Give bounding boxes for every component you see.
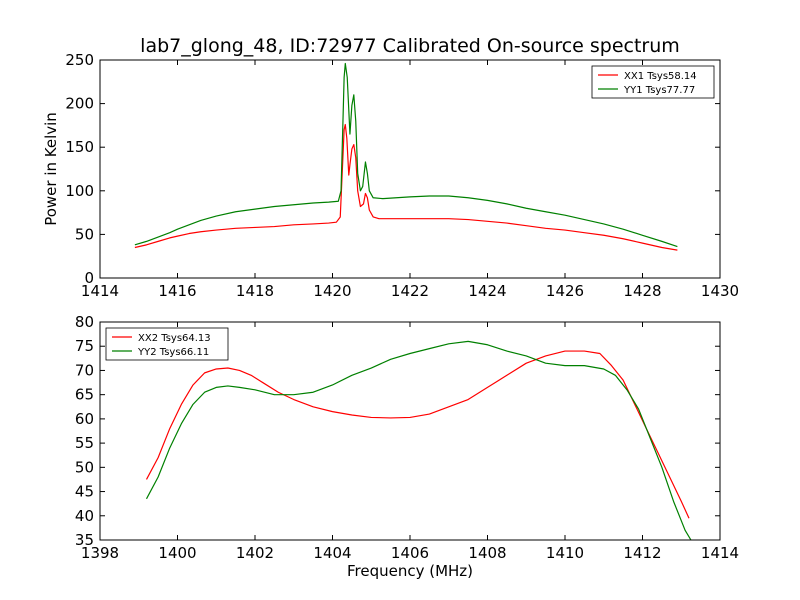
y-tick-label: 200 xyxy=(65,95,94,113)
y-tick-label: 75 xyxy=(75,337,94,355)
series-line-2 xyxy=(134,62,678,248)
series-line-2 xyxy=(145,340,692,540)
y-tick-label: 50 xyxy=(75,225,94,243)
x-tick-label: 1430 xyxy=(701,282,739,300)
top-panel-spectrum: 1414 1416 1418 1420 1422 1424 1426 1428 1430 0 50 1… xyxy=(42,51,739,300)
y-tick-label: 40 xyxy=(75,507,94,525)
y-tick-label: 250 xyxy=(65,51,94,69)
legend-label: XX1 Tsys58.14 xyxy=(624,71,697,82)
legend-box xyxy=(105,327,229,361)
legend-box xyxy=(591,65,715,99)
y-tick-label: 65 xyxy=(75,386,94,404)
y-tick-label: 50 xyxy=(75,458,94,476)
x-tick-label: 1404 xyxy=(313,544,351,562)
y-tick-label: 150 xyxy=(65,138,94,156)
x-tick-label: 1402 xyxy=(236,544,274,562)
legend-label: YY2 Tsys66.11 xyxy=(137,347,209,358)
y-tick-label: 45 xyxy=(75,483,94,501)
x-tick-label: 1426 xyxy=(546,282,584,300)
x-tick-label: 1420 xyxy=(313,282,351,300)
x-tick-label: 1422 xyxy=(391,282,429,300)
x-tick-label: 1398 xyxy=(81,544,119,562)
x-tick-label: 1428 xyxy=(623,282,661,300)
y-tick-label: 70 xyxy=(75,361,94,379)
bottom-panel-spectrum: 1398 1400 1402 1404 1406 1408 1410 1412 1414 35 40… xyxy=(75,313,739,562)
series-line-1 xyxy=(145,350,690,519)
x-tick-label: 1424 xyxy=(468,282,506,300)
y-tick-label: 100 xyxy=(65,182,94,200)
y-tick-label: 60 xyxy=(75,410,94,428)
y-tick-label: 0 xyxy=(84,269,94,287)
x-tick-label: 1412 xyxy=(623,544,661,562)
figure-title: lab7_glong_48, ID:72977 Calibrated On-so… xyxy=(140,35,680,57)
y-axis-label: Power in Kelvin xyxy=(42,112,60,226)
series-line-1 xyxy=(134,123,678,251)
x-tick-label: 1408 xyxy=(468,544,506,562)
x-tick-label: 1406 xyxy=(391,544,429,562)
legend-label: XX2 Tsys64.13 xyxy=(138,333,211,344)
x-tick-label: 1400 xyxy=(158,544,196,562)
x-tick-label: 1414 xyxy=(701,544,739,562)
x-axis-label: Frequency (MHz) xyxy=(347,562,473,580)
y-tick-label: 80 xyxy=(75,313,94,331)
x-tick-label: 1418 xyxy=(236,282,274,300)
legend-label: YY1 Tsys77.77 xyxy=(623,85,695,96)
x-tick-label: 1416 xyxy=(158,282,196,300)
x-tick-label: 1414 xyxy=(81,282,119,300)
y-tick-label: 35 xyxy=(75,531,94,549)
x-tick-label: 1410 xyxy=(546,544,584,562)
y-tick-label: 55 xyxy=(75,434,94,452)
